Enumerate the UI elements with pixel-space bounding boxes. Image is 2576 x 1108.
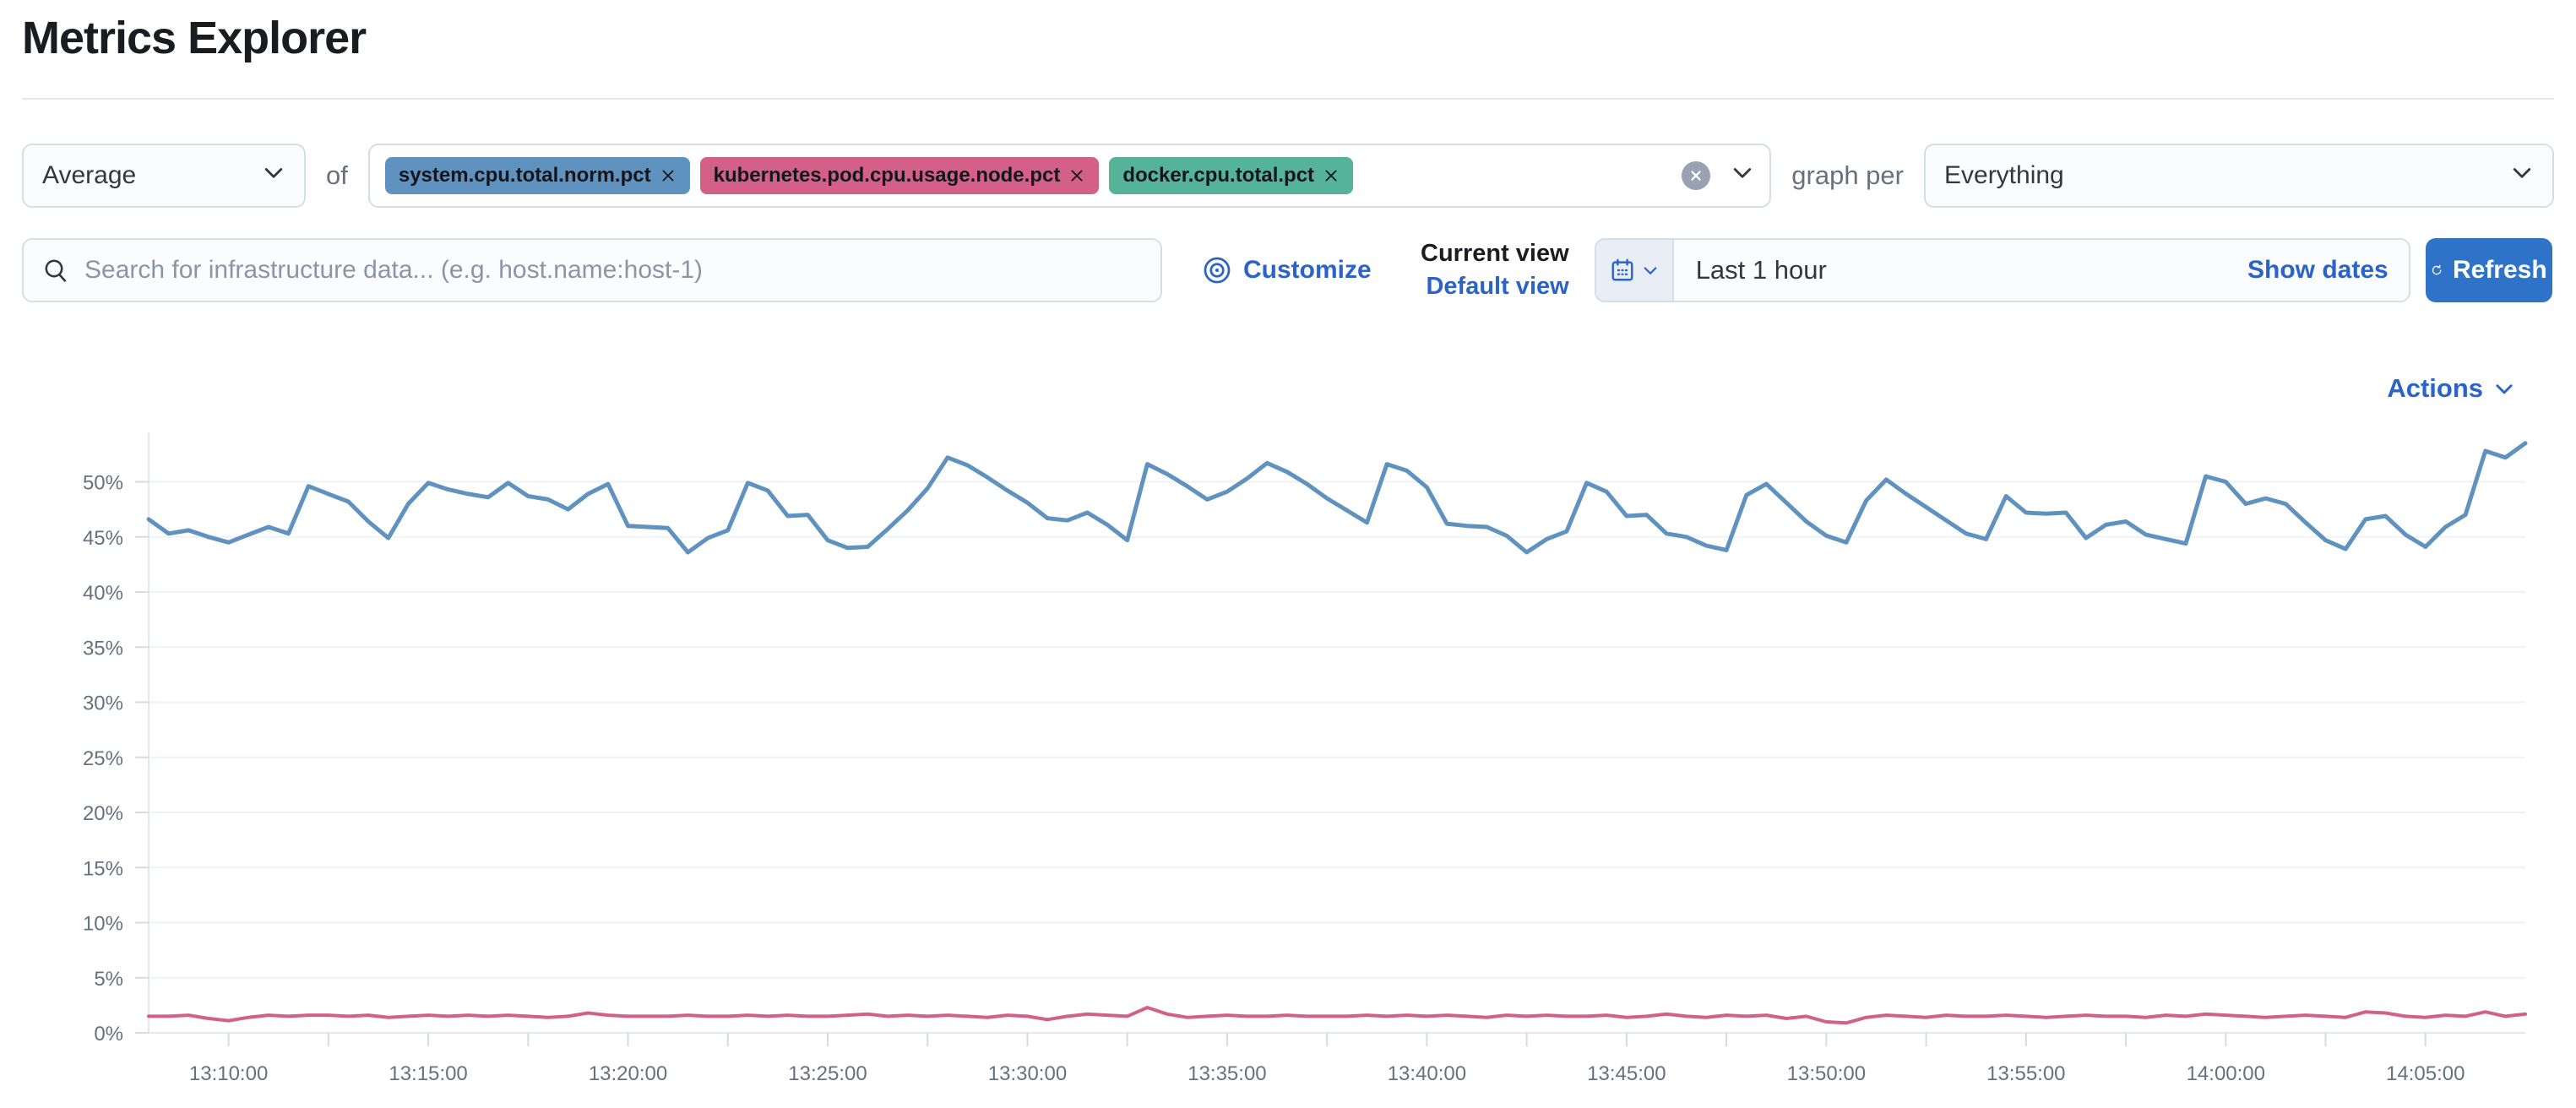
header-divider (22, 98, 2554, 100)
remove-metric-icon[interactable] (1068, 167, 1085, 184)
svg-text:13:40:00: 13:40:00 (1388, 1062, 1466, 1084)
customize-button[interactable]: Customize (1203, 256, 1372, 285)
svg-text:35%: 35% (83, 637, 123, 660)
of-label: of (326, 160, 348, 191)
search-field[interactable] (22, 238, 1162, 303)
metric-pill-label: system.cpu.total.norm.pct (398, 164, 651, 187)
svg-text:13:55:00: 13:55:00 (1986, 1062, 2065, 1084)
chevron-down-icon (1644, 267, 1657, 274)
metric-pill-label: kubernetes.pod.cpu.usage.node.pct (713, 164, 1061, 187)
date-picker: Last 1 hour Show dates (1594, 238, 2410, 303)
svg-text:14:05:00: 14:05:00 (2386, 1062, 2465, 1084)
refresh-label: Refresh (2452, 256, 2547, 285)
customize-label: Customize (1243, 256, 1372, 285)
calendar-icon (1611, 258, 1633, 281)
toolbar-row: Customize Current view Default view Last… (22, 238, 2554, 303)
time-range-value[interactable]: Last 1 hour (1695, 255, 1827, 285)
search-input[interactable] (83, 255, 1142, 286)
svg-text:13:35:00: 13:35:00 (1187, 1062, 1266, 1084)
svg-text:13:10:00: 13:10:00 (189, 1062, 268, 1084)
svg-text:14:00:00: 14:00:00 (2187, 1062, 2265, 1084)
group-by-value: Everything (1944, 161, 2064, 190)
svg-text:5%: 5% (94, 968, 123, 991)
metrics-combobox[interactable]: system.cpu.total.norm.pct kubernetes.pod… (367, 144, 1772, 209)
metric-pill-docker-cpu[interactable]: docker.cpu.total.pct (1109, 157, 1354, 195)
chart-header-row: Actions (0, 373, 2515, 404)
svg-text:40%: 40% (83, 582, 123, 605)
metric-controls-row: Average of system.cpu.total.norm.pct kub… (22, 144, 2554, 209)
refresh-button[interactable]: Refresh (2425, 238, 2552, 303)
svg-text:30%: 30% (83, 692, 123, 715)
close-icon (1691, 171, 1701, 181)
svg-text:20%: 20% (83, 802, 123, 825)
search-icon (45, 259, 67, 282)
svg-text:13:50:00: 13:50:00 (1787, 1062, 1866, 1084)
default-view-link[interactable]: Default view (1426, 273, 1569, 301)
chevron-down-icon (2496, 384, 2513, 394)
aggregation-value: Average (42, 161, 137, 190)
actions-label: Actions (2387, 373, 2483, 404)
svg-text:15%: 15% (83, 857, 123, 880)
svg-text:25%: 25% (83, 747, 123, 770)
svg-text:13:30:00: 13:30:00 (988, 1062, 1067, 1084)
actions-menu-button[interactable]: Actions (2387, 373, 2515, 404)
chart-svg[interactable]: 0% 5% 10% 15% 20% 25% 30% 35% 40% 45% 50% 13:10:00 1… (0, 409, 2576, 1085)
svg-text:10%: 10% (83, 913, 123, 936)
svg-text:50%: 50% (83, 472, 123, 495)
group-by-select[interactable]: Everything (1924, 144, 2554, 209)
svg-text:0%: 0% (94, 1023, 123, 1046)
chevron-down-icon (262, 160, 285, 191)
svg-text:13:45:00: 13:45:00 (1587, 1062, 1666, 1084)
metric-pill-kubernetes-pod-cpu[interactable]: kubernetes.pod.cpu.usage.node.pct (699, 157, 1100, 195)
series-line (146, 441, 2528, 555)
remove-metric-icon[interactable] (1323, 167, 1340, 184)
customize-icon (1204, 257, 1231, 284)
quick-select-button[interactable] (1595, 240, 1674, 301)
view-switcher: Current view Default view (1409, 240, 1569, 301)
svg-text:13:15:00: 13:15:00 (389, 1062, 467, 1084)
clear-all-metrics-button[interactable] (1682, 161, 1711, 191)
refresh-icon (2432, 264, 2442, 275)
remove-metric-icon[interactable] (660, 167, 677, 184)
page-header: Metrics Explorer (0, 0, 2576, 100)
chevron-down-icon[interactable] (1731, 160, 1754, 191)
aggregation-select[interactable]: Average (22, 144, 306, 209)
graph-per-label: graph per (1791, 160, 1904, 191)
metrics-chart[interactable]: 0% 5% 10% 15% 20% 25% 30% 35% 40% 45% 50% 13:10:00 1… (0, 409, 2576, 1089)
series-line (147, 1006, 2527, 1025)
show-dates-link[interactable]: Show dates (2247, 256, 2389, 285)
metric-pill-label: docker.cpu.total.pct (1122, 164, 1315, 187)
svg-text:13:25:00: 13:25:00 (788, 1062, 867, 1084)
svg-text:13:20:00: 13:20:00 (589, 1062, 667, 1084)
current-view-label: Current view (1421, 240, 1569, 268)
svg-text:45%: 45% (83, 527, 123, 550)
page-title: Metrics Explorer (22, 13, 367, 63)
chevron-down-icon (2510, 160, 2534, 191)
metric-pill-system-cpu[interactable]: system.cpu.total.norm.pct (384, 157, 690, 195)
